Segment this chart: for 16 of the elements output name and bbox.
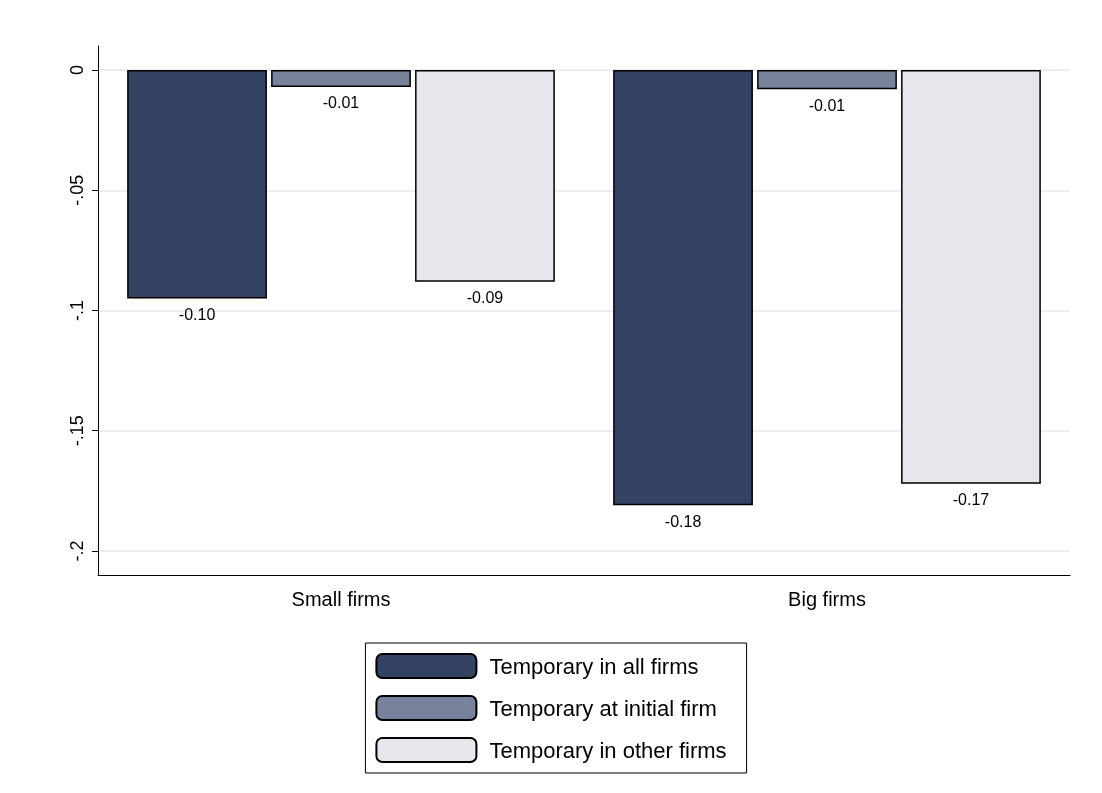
x-tick-label: Small firms: [291, 588, 391, 610]
data-label: -0.01: [808, 96, 846, 114]
y-tick-label: -.05: [67, 174, 87, 206]
data-label: -0.17: [952, 491, 990, 509]
data-label: -0.18: [664, 512, 702, 530]
y-tick-label: -.15: [67, 415, 87, 447]
data-label: -0.01: [322, 94, 360, 112]
x-tick-label: Big firms: [788, 588, 866, 610]
legend-label: Temporary in other firms: [489, 737, 727, 763]
y-tick-label: -.2: [67, 540, 87, 562]
y-tick-label: 0: [67, 65, 87, 76]
data-label: -0.10: [178, 305, 216, 323]
data-label: -0.09: [466, 289, 504, 307]
y-tick-label: -.1: [67, 299, 87, 322]
legend-label: Temporary at initial firm: [489, 695, 717, 721]
legend-label: Temporary in all firms: [489, 653, 699, 679]
